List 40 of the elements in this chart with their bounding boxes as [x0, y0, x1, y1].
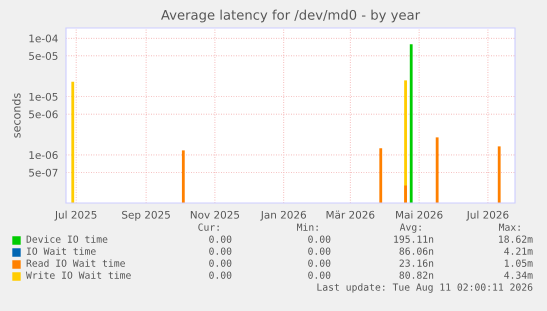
text: 80.82n — [400, 271, 434, 279]
text: 86.06n — [400, 247, 434, 255]
text: Last update: Tue Aug 11 02:00:11 2026 — [317, 283, 532, 293]
y-tick-label: 1e-06 — [29, 151, 58, 160]
text: Cur: — [198, 223, 219, 231]
text: 18.62m — [499, 235, 533, 243]
text: 0.00 — [308, 235, 330, 243]
x-tick-label: Sep 2025 — [122, 210, 170, 221]
legend-label: Write IO Wait time — [26, 271, 131, 279]
y-axis-title: seconds — [12, 93, 21, 138]
text: 0.00 — [308, 259, 330, 267]
x-tick-label: Mai 2026 — [396, 210, 442, 219]
y-tick-label: 5e-07 — [29, 168, 58, 177]
y-tick-label: 1e-05 — [29, 92, 58, 101]
text: Avg: — [400, 224, 421, 233]
text: 0.00 — [209, 271, 232, 279]
text: 0.00 — [308, 247, 330, 255]
x-tick-label: Jul 2025 — [54, 210, 96, 221]
legend-label: IO Wait time — [26, 247, 96, 255]
text: 195.11n — [394, 235, 434, 243]
legend-label: Device IO time — [26, 235, 108, 243]
x-tick-label: Jan 2026 — [260, 210, 306, 221]
chart-title: Average latency for /dev/md0 - by year — [161, 10, 420, 22]
x-tick-label: Mär 2026 — [326, 210, 374, 219]
legend-label: Read IO Wait time — [26, 259, 125, 267]
x-tick-label: Jul 2026 — [466, 210, 508, 221]
y-tick-label: 5e-05 — [29, 52, 58, 60]
text: 4.21m — [504, 247, 533, 255]
text: 0.00 — [209, 247, 232, 255]
text: 23.16n — [400, 259, 434, 267]
y-tick-label: 1e-04 — [29, 34, 58, 42]
text: Max: — [499, 224, 520, 231]
text: 0.00 — [308, 271, 330, 279]
text: 0.00 — [209, 235, 232, 243]
text: Min: — [297, 223, 318, 231]
x-tick-label: Nov 2025 — [190, 210, 240, 219]
text: 4.34m — [504, 271, 533, 279]
text: 0.00 — [209, 259, 232, 267]
y-tick-label: 5e-06 — [29, 110, 58, 118]
text: 1.05m — [504, 259, 533, 267]
